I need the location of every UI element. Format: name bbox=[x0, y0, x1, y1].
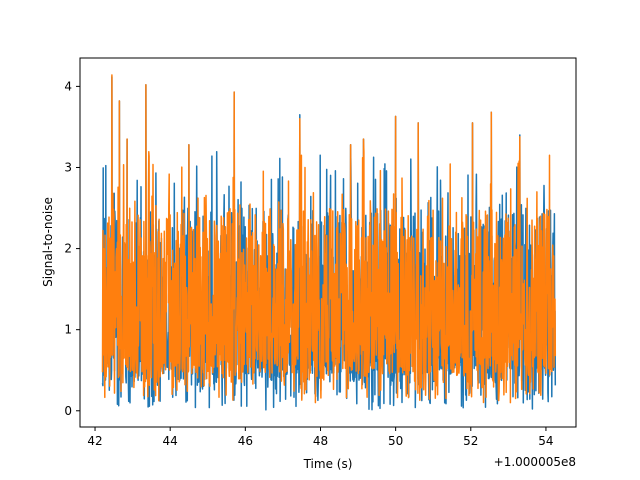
x-axis-label: Time (s) bbox=[303, 457, 353, 471]
x-tick-label: 52 bbox=[463, 434, 478, 448]
plot-frame bbox=[79, 57, 577, 428]
x-tick-label: 50 bbox=[388, 434, 403, 448]
x-tick-label: 54 bbox=[538, 434, 553, 448]
y-tick-label: 4 bbox=[64, 79, 72, 93]
x-tick-label: 42 bbox=[87, 434, 102, 448]
x-offset-label: +1.000005e8 bbox=[494, 455, 576, 469]
x-tick-label: 44 bbox=[163, 434, 178, 448]
x-tick-label: 48 bbox=[313, 434, 328, 448]
y-tick-label: 0 bbox=[64, 404, 72, 418]
y-tick-label: 2 bbox=[64, 242, 72, 256]
y-axis-label: Signal-to-noise bbox=[41, 197, 55, 287]
series-layer bbox=[101, 74, 557, 411]
x-axis: 42 44 46 48 50 52 54 bbox=[87, 427, 554, 448]
y-tick-label: 3 bbox=[64, 160, 72, 174]
y-tick-label: 1 bbox=[64, 323, 72, 337]
x-tick-label: 46 bbox=[238, 434, 253, 448]
series-line-2 bbox=[101, 74, 557, 404]
y-axis: 0 1 2 3 4 bbox=[64, 79, 80, 418]
